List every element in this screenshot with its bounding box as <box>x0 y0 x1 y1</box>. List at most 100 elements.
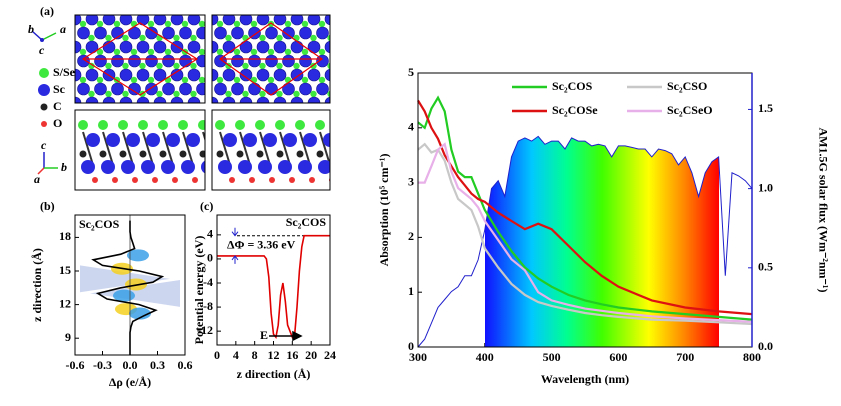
atom-s <box>233 48 241 56</box>
atom-sc <box>119 15 133 26</box>
atom-sc <box>181 160 195 174</box>
atom-sc <box>334 27 346 39</box>
atom-s <box>267 48 275 56</box>
atom-sc <box>239 96 253 103</box>
atom-sc <box>316 26 329 40</box>
atom-sc <box>170 96 184 103</box>
atom-sc <box>265 82 278 96</box>
atom-s <box>301 76 309 84</box>
atom-sc <box>265 54 278 68</box>
bond <box>82 131 94 166</box>
atom-o <box>192 177 198 183</box>
atom-s <box>344 35 350 41</box>
shade <box>90 279 180 307</box>
x-tick-label: 24 <box>324 348 336 362</box>
y-tick-label: 2 <box>408 229 414 243</box>
atom-s <box>310 34 317 42</box>
atom-sc <box>231 82 244 96</box>
atom-c <box>139 150 147 158</box>
atom-sc <box>101 160 115 174</box>
annotation: Sc₂COS <box>79 217 120 231</box>
atom-sc <box>75 40 82 54</box>
atom-s <box>318 48 326 56</box>
atom-s <box>327 34 330 42</box>
y2-tick-label: 0.5 <box>758 260 773 274</box>
delta-arrows <box>231 227 239 264</box>
atom-c <box>276 150 284 158</box>
atom-sc <box>85 15 99 26</box>
plot-frame <box>216 214 331 346</box>
atom-s <box>156 62 163 70</box>
atom-sc <box>136 68 150 82</box>
atom-s <box>284 48 292 56</box>
atom-sc <box>145 26 158 40</box>
atom-sc <box>324 15 330 26</box>
atom-sc <box>316 54 329 68</box>
frame <box>74 14 206 104</box>
atom-s <box>361 63 367 69</box>
atom-c <box>159 150 167 158</box>
axis-arrow <box>37 167 45 175</box>
atom-sc <box>222 96 236 103</box>
atom-sc <box>343 133 357 147</box>
flux-line <box>417 135 753 348</box>
atom-s <box>147 76 155 84</box>
atom-s <box>301 48 309 56</box>
atom-sc <box>299 54 312 68</box>
x-axis-label: Δρ (e/Å) <box>109 375 151 389</box>
atom-sc <box>77 82 90 96</box>
atom-sc <box>351 27 363 39</box>
x-tick-label: 8 <box>252 348 258 362</box>
x-tick-label: 12 <box>268 348 280 362</box>
atom-c <box>236 150 244 158</box>
bond <box>219 131 231 166</box>
structure-view <box>74 14 206 104</box>
atom-s <box>259 34 266 42</box>
atom-o <box>172 177 178 183</box>
x-tick-label: 600 <box>609 350 627 364</box>
x-tick-label: 700 <box>676 350 694 364</box>
x-tick-label: 800 <box>743 350 761 364</box>
series-line <box>417 142 753 326</box>
y-tick-label: 4 <box>207 227 213 241</box>
atom-sc <box>119 40 133 54</box>
atom-sc <box>187 68 201 82</box>
y-tick-label: 5 <box>408 65 414 79</box>
atom-sc <box>299 26 312 40</box>
atom-sc <box>258 160 272 174</box>
axis-letter: c <box>41 138 47 152</box>
bond <box>182 131 194 166</box>
atom-o <box>112 177 118 183</box>
atom-sc <box>342 13 354 25</box>
y-axis-label: Potential energy (eV) <box>192 236 206 345</box>
series-line <box>417 99 753 316</box>
atom-sc <box>153 15 167 26</box>
atom-sc <box>256 15 270 26</box>
atom-sc <box>351 55 363 67</box>
atom-s <box>295 120 305 130</box>
atom-s <box>190 90 197 98</box>
legend-label: Sc <box>53 82 66 96</box>
atom-s <box>164 20 172 28</box>
atom-s <box>79 48 87 56</box>
atom-sc <box>106 133 120 147</box>
y-tick-label: 3 <box>408 174 414 188</box>
atom-s <box>301 20 309 28</box>
atom-sc <box>81 160 95 174</box>
atom-s <box>79 20 87 28</box>
y-tick-label: -4 <box>203 275 213 289</box>
atom-s <box>284 76 292 84</box>
atom-sc <box>282 26 295 40</box>
atom-s <box>335 120 345 130</box>
atom-sc <box>136 40 150 54</box>
x-tick-label: 0.3 <box>150 358 165 372</box>
atom-c <box>119 150 127 158</box>
bond <box>122 131 134 166</box>
atom-s <box>327 62 330 70</box>
atom-o <box>289 177 295 183</box>
y-tick-label: 9 <box>65 330 71 344</box>
atom-s <box>353 105 359 111</box>
structure-view <box>74 109 206 191</box>
atom-sc <box>119 68 133 82</box>
atom-sc <box>94 54 107 68</box>
